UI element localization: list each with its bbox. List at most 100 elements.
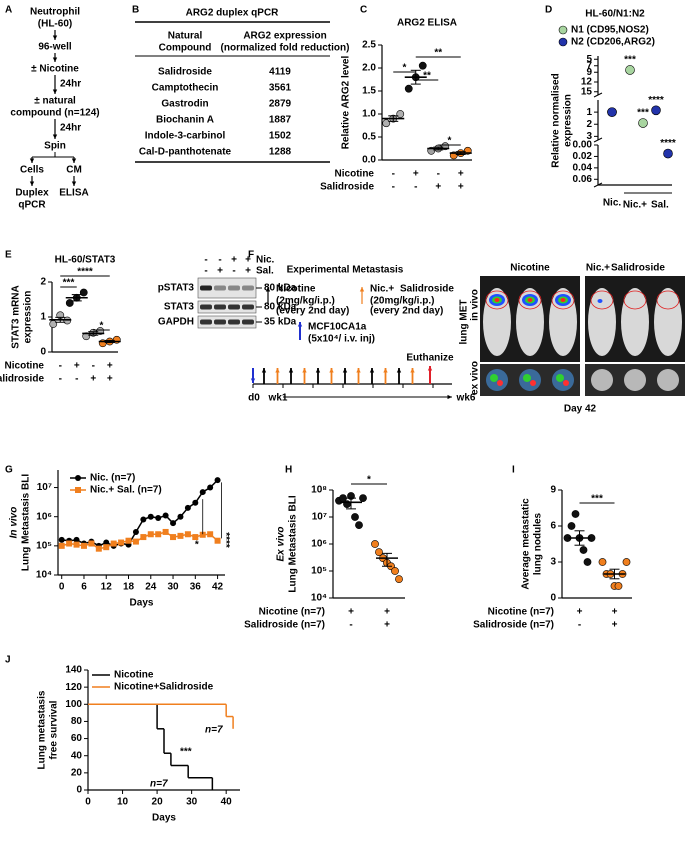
y-tick-label: 100 (65, 699, 82, 710)
flow-text: Spin (44, 141, 66, 152)
treatment-sign: + (74, 361, 80, 372)
mouse (483, 288, 511, 356)
schematic-note: (every 2nd day) (276, 306, 349, 317)
panel-label: J (5, 655, 11, 666)
treatment-sign: + (107, 361, 113, 372)
data-point (651, 105, 661, 116)
table-cell: 1288 (269, 147, 292, 158)
arrow-head (288, 368, 294, 373)
panel-label: E (5, 250, 12, 261)
mouse (516, 288, 544, 356)
signal (530, 380, 536, 386)
treatment-sign: + (458, 182, 464, 193)
y-axis-label: Relative ARG2 level (341, 56, 352, 150)
y-tick-label: 7 (586, 60, 592, 71)
schematic-note: (20mg/kg/i.p.) (370, 296, 434, 307)
signal (527, 298, 533, 302)
table-cell: Biochanin A (156, 115, 214, 126)
flow-text: ± natural (34, 96, 76, 107)
y-tick-label: 0.02 (573, 151, 593, 162)
arrow-head (383, 368, 388, 373)
data-point (214, 537, 221, 544)
lane-label: Sal. (256, 266, 274, 277)
data-point (65, 299, 74, 307)
y-tick-label: 20 (71, 767, 83, 778)
panel-label: F (248, 250, 254, 261)
schematic-text: Nicotine (276, 284, 316, 295)
lung (657, 369, 679, 391)
x-tick-label: 0 (59, 582, 65, 593)
data-point (192, 499, 199, 506)
y-tick-label: 3 (586, 131, 592, 142)
table-cell: Camptothecin (152, 83, 219, 94)
chart-title: HL-60/STAT3 (55, 255, 116, 266)
data-point (66, 540, 73, 547)
significance-label: * (448, 136, 452, 147)
mouse (549, 288, 577, 356)
y-tick-label: 1 (40, 312, 46, 323)
data-point (355, 521, 363, 530)
data-point (110, 540, 117, 547)
significance-label: *** (591, 494, 603, 505)
table-cell: 1502 (269, 131, 292, 142)
arrow-head (427, 366, 433, 371)
significance-label: *** (624, 55, 636, 66)
treatment-sign: + (107, 374, 113, 385)
table-cell: 1887 (269, 115, 292, 126)
y-axis-label: Lung metastasis (37, 690, 48, 769)
blot-band (214, 319, 226, 325)
treatment-sign: - (392, 182, 395, 193)
table-cell: 3561 (269, 83, 292, 94)
data-point (80, 542, 87, 549)
schematic-note: (every 2nd day) (370, 306, 443, 317)
x-tick-label: 36 (190, 582, 202, 593)
treatment-sign: - (349, 620, 352, 631)
data-point (625, 65, 635, 75)
arrow-head (52, 35, 58, 40)
data-point (598, 558, 607, 566)
mouse (588, 288, 616, 356)
table-cell: 2879 (269, 99, 292, 110)
mouse (654, 288, 682, 356)
y-tick-label: 6 (550, 521, 556, 532)
significance-label: ** (434, 48, 442, 59)
x-group-label: Sal. (651, 200, 669, 211)
signal (597, 299, 603, 303)
legend-label: Nic.+ Sal. (n=7) (90, 485, 162, 496)
data-point (82, 332, 91, 341)
treatment-name: Salidroside (n=7) (473, 620, 554, 631)
table-header: Compound (159, 43, 212, 54)
x-tick-label: 30 (186, 797, 198, 808)
flow-text: ELISA (59, 188, 88, 199)
arrow-head (29, 181, 35, 186)
photo-label: Nic.+ (586, 263, 610, 274)
flow-text: CM (66, 165, 82, 176)
data-point (396, 110, 405, 118)
data-point (404, 84, 413, 93)
y-tick-label: 2.5 (362, 40, 376, 51)
roi (623, 290, 647, 310)
arrow-head (359, 287, 365, 292)
treatment-sign: + (90, 374, 96, 385)
blot-band (228, 285, 240, 291)
blot-band (242, 304, 254, 310)
legend-marker (558, 37, 568, 47)
lane-sign: + (231, 255, 237, 266)
y-tick-label: 120 (65, 682, 82, 693)
annotation: n=7 (205, 725, 223, 736)
y-axis-label: Relative normalised (551, 73, 562, 167)
data-point (58, 536, 65, 543)
table-note: (normalized fold reduction) (221, 43, 350, 54)
data-point (622, 558, 631, 566)
x-tick-label: 20 (152, 797, 164, 808)
treatment-sign: - (75, 374, 78, 385)
data-point (663, 148, 673, 159)
legend-label: Nic. (n=7) (90, 473, 135, 484)
flow-text: compound (n=124) (10, 108, 99, 119)
data-point (73, 536, 80, 543)
y-tick-label: 10⁸ (311, 485, 327, 496)
significance-label: **** (660, 138, 676, 149)
data-point (177, 532, 184, 539)
treatment-sign: - (392, 169, 395, 180)
